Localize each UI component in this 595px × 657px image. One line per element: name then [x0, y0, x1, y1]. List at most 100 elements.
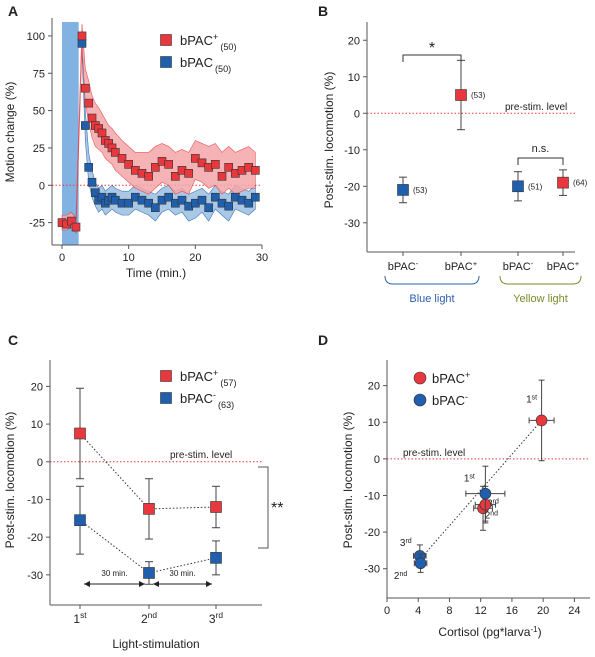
data-point-bpac-minus: [224, 201, 233, 211]
legend-swatch-bpac-minus: [160, 392, 172, 404]
x-tick-label: 8: [446, 605, 452, 617]
y-tick-label: 10: [31, 419, 43, 431]
y-tick-label: 20: [31, 381, 43, 393]
data-point-bpac-minus: [74, 514, 86, 526]
legend-label-bpac-minus-main: bPAC: [180, 391, 213, 406]
point-label: 2nd: [485, 510, 498, 522]
y-axis-label: Motion change (%): [3, 82, 17, 183]
x-tick-label-sup: st: [80, 610, 87, 620]
x-tick-label: bPAC+: [445, 259, 478, 274]
data-point-bpac-plus: [143, 503, 155, 515]
data-point-bpac-plus: [71, 222, 81, 232]
x-tick-label: bPAC-: [388, 259, 419, 274]
x-tick-label-main: 1: [73, 612, 80, 626]
x-tick-label: 1st: [73, 610, 87, 626]
y-tick-label: 10: [368, 417, 380, 429]
stimulus-band: [62, 22, 79, 245]
point-label-sup: rd: [493, 498, 499, 505]
error-band-bpac-plus: [61, 23, 256, 234]
data-point-bpac-minus: [479, 487, 492, 500]
point-label-sup: st: [469, 473, 475, 480]
y-tick-label: -10: [344, 145, 360, 157]
x-tick-label: 10: [123, 252, 135, 264]
data-point-bpac-minus: [164, 192, 173, 202]
group-bracket: [499, 275, 582, 285]
legend-label-bpac-minus-main: bPAC: [432, 393, 465, 408]
x-axis-label-sup: -1: [530, 625, 538, 634]
n-label: (51): [528, 182, 543, 191]
significance-bracket-blue: [402, 54, 462, 62]
reference-label: pre-stim. level: [505, 102, 567, 113]
y-axis-label: Post-stim. locomotion (%): [322, 72, 336, 209]
legend-label-bpac-minus: bPAC-(63): [180, 390, 234, 410]
panel-a: A -25 0 25 50 75 100 0 10 20 30 Time (min.) Motion c…: [3, 3, 268, 280]
data-point-bpac-plus: [67, 216, 76, 226]
group-label: Yellow light: [513, 293, 568, 305]
data-point-bpac-plus: [211, 160, 220, 169]
data-point-bpac-plus: [97, 128, 107, 138]
legend-label-bpac-minus-n: (63): [218, 400, 234, 410]
x-tick-label-sup: +: [575, 259, 580, 268]
legend-label-bpac-plus-n: (57): [220, 378, 236, 388]
significance-star: *: [429, 40, 435, 57]
point-label-sup: nd: [490, 510, 498, 517]
reference-label: pre-stim. level: [170, 450, 232, 461]
x-tick-label-main: 2: [141, 612, 148, 626]
legend-swatch-bpac-plus: [160, 34, 172, 46]
legend-swatch-bpac-minus: [413, 393, 427, 407]
legend-label-bpac-plus-main: bPAC: [180, 369, 213, 384]
panel-label: A: [8, 3, 18, 19]
legend-label-bpac-minus: bPAC (50): [180, 55, 231, 74]
y-tick-label: -30: [344, 218, 360, 230]
data-point-bpac-plus: [74, 427, 86, 440]
data-point-yellow-light-minus: [512, 180, 524, 193]
data-point-bpac-plus: [84, 98, 93, 108]
x-tick-label: 20: [537, 605, 549, 617]
x-tick-label: 0: [59, 252, 65, 264]
data-point-bpac-plus: [191, 154, 200, 163]
data-point-bpac-minus: [144, 198, 153, 208]
point-label-main: 1: [526, 394, 532, 405]
y-axis-label: Post-stim. locomotion (%): [341, 412, 355, 549]
data-point-bpac-minus: [210, 552, 222, 564]
y-tick-label: -20: [344, 181, 360, 193]
x-axis-label-main: Cortisol (pg*larva: [438, 625, 530, 639]
legend-swatch-bpac-plus: [413, 371, 427, 385]
significance-ns: n.s.: [532, 143, 550, 155]
legend-swatch-bpac-plus: [160, 370, 172, 382]
y-tick-label: -20: [364, 527, 380, 539]
significance-bracket: [258, 466, 269, 549]
data-point-bpac-plus: [81, 83, 90, 93]
y-tick-label: 10: [348, 72, 360, 84]
legend-label-bpac-plus-sup: +: [213, 368, 218, 378]
data-point-bpac-plus: [124, 160, 133, 169]
data-point-bpac-plus: [144, 172, 153, 181]
interval-label: 30 min.: [101, 569, 127, 578]
legend-label-bpac-plus-sup: +: [213, 32, 218, 42]
data-point-bpac-minus: [414, 557, 427, 570]
point-label-main: 2: [485, 511, 491, 522]
x-axis-label-end: ): [538, 625, 542, 639]
panel-label: B: [318, 3, 328, 19]
x-axis-label: Time (min.): [126, 266, 186, 280]
y-tick-label: -10: [27, 494, 43, 506]
data-point-bpac-plus: [184, 169, 193, 178]
data-point-bpac-plus: [251, 166, 260, 175]
x-tick-label: 0: [384, 605, 390, 617]
interval-label: 30 min.: [169, 569, 195, 578]
y-tick-label: -20: [27, 532, 43, 544]
y-tick-label: 100: [27, 31, 45, 43]
point-label: 2nd: [394, 571, 407, 583]
panel-label: C: [8, 332, 18, 348]
series-line-bpac-plus: [79, 433, 217, 510]
data-point-bpac-plus: [77, 31, 87, 41]
y-tick-label: 50: [33, 106, 45, 118]
legend-label-bpac-plus-main: bPAC: [180, 33, 213, 48]
y-tick-label: -25: [29, 218, 45, 230]
x-tick-label: bPAC-: [503, 259, 534, 274]
x-tick-label-main: bPAC: [503, 261, 531, 273]
x-tick-label: 16: [506, 605, 518, 617]
